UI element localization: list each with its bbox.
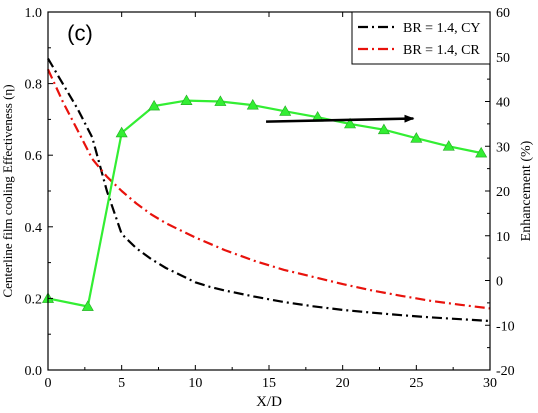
x-axis-label: X/D xyxy=(256,394,282,410)
y-left-tick-label: 1.0 xyxy=(25,6,43,21)
y-right-tick-label: 60 xyxy=(496,6,510,21)
series-point-2 xyxy=(410,132,423,143)
series-line-1 xyxy=(46,68,491,310)
y-right-tick-label: -20 xyxy=(496,364,515,379)
y-left-tick-label: 0.2 xyxy=(25,292,43,307)
x-tick-label: 25 xyxy=(409,376,423,391)
y-left-tick-label: 0.4 xyxy=(25,221,43,236)
series-line-2 xyxy=(47,99,482,308)
y-axis-label-right: Enhancement (%) xyxy=(519,140,534,241)
x-tick-label: 5 xyxy=(118,376,125,391)
x-tick-label: 20 xyxy=(336,376,350,391)
legend-label-1: BR = 1.4, CR xyxy=(403,43,480,58)
legend: BR = 1.4, CY BR = 1.4, CR xyxy=(351,11,491,65)
series-layer xyxy=(41,57,491,323)
y-right-tick-label: 50 xyxy=(496,51,510,66)
legend-box xyxy=(351,11,491,65)
x-tick-label: 15 xyxy=(262,376,276,391)
legend-label-0: BR = 1.4, CY xyxy=(403,21,481,36)
series-point-2 xyxy=(81,300,94,311)
y-right-tick-label: 10 xyxy=(496,230,510,245)
series-point-2 xyxy=(344,117,357,129)
axes-layer: 0 5 10 15 20 25 30 0.0 0.2 0.4 0.6 0.8 1.0 -20 -10 0 10 2… xyxy=(25,6,515,391)
panel-label: (c) xyxy=(67,21,93,46)
y-right-tick-label: 20 xyxy=(496,185,510,200)
series-point-2 xyxy=(246,98,259,110)
y-right-tick-label: 30 xyxy=(496,140,510,155)
series-point-2 xyxy=(475,146,488,158)
x-tick-label: 0 xyxy=(45,376,52,391)
series-point-2 xyxy=(180,94,193,106)
y-axis-label-left: Centerline film cooling Effectiveness (η… xyxy=(0,84,15,297)
y-left-tick-label: 0.8 xyxy=(25,78,43,93)
series-point-2 xyxy=(377,123,390,135)
series-point-2 xyxy=(214,95,227,106)
series-point-2 xyxy=(148,99,161,111)
y-right-tick-label: -10 xyxy=(496,319,515,334)
plot-frame xyxy=(47,11,491,371)
x-tick-label: 30 xyxy=(483,376,497,391)
y-left-tick-label: 0.0 xyxy=(25,364,43,379)
y-right-tick-label: 40 xyxy=(496,96,510,111)
y-left-tick-label: 0.6 xyxy=(25,149,43,164)
y-right-tick-label: 0 xyxy=(496,275,503,290)
series-line-0 xyxy=(47,57,491,323)
series-point-2 xyxy=(279,105,292,116)
series-point-2 xyxy=(115,126,128,138)
arrow-annotation xyxy=(266,114,415,123)
x-tick-label: 10 xyxy=(188,376,202,391)
series-point-2 xyxy=(442,140,455,151)
